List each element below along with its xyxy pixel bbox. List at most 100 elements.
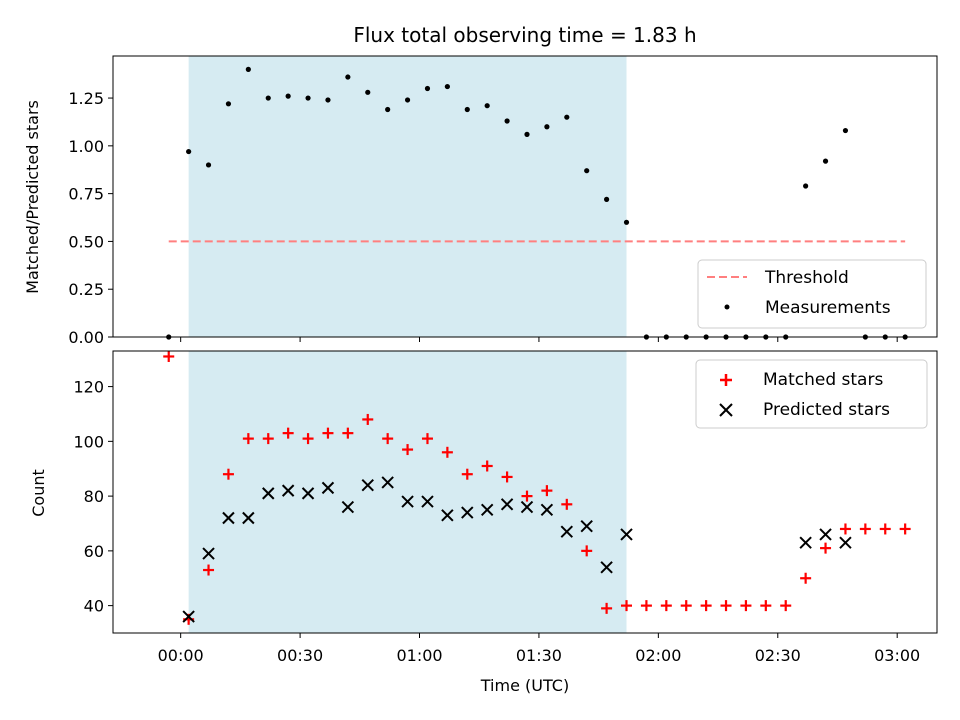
count-y-axis-label: Count: [29, 469, 48, 517]
measurement-point: [623, 219, 630, 225]
chart-title: Flux total observing time = 1.83 h: [353, 23, 696, 47]
predicted-stars-point: [202, 547, 215, 560]
predicted-stars-point: [281, 484, 295, 497]
predicted-stars-point: [441, 509, 454, 522]
ratio-y-tick-label: 0.00: [68, 328, 104, 347]
measurement-point: [484, 103, 490, 109]
matched-stars-point: [820, 542, 832, 554]
ratio-y-tick-label: 1.25: [68, 89, 104, 108]
matched-stars-point: [382, 433, 394, 445]
predicted-stars-point: [620, 528, 633, 541]
predicted-stars-point: [540, 503, 554, 517]
predicted-stars-point: [480, 503, 494, 517]
measurement-point: [524, 131, 530, 137]
measurements-legend-swatch: [724, 304, 730, 310]
matched-stars-point: [362, 413, 374, 425]
matched-stars-point: [461, 468, 473, 480]
predicted-stars-point: [819, 528, 832, 541]
measurement-point: [803, 183, 809, 189]
predicted-stars-point: [222, 511, 235, 525]
matched-stars-point: [163, 350, 175, 362]
matched-stars-point: [282, 427, 294, 439]
predicted-stars-point: [361, 478, 374, 492]
matched-stars-point: [760, 600, 772, 612]
predicted-stars-point: [301, 487, 315, 500]
measurement-point: [424, 85, 431, 92]
matched-stars-point: [242, 433, 254, 445]
predicted-stars-point: [321, 481, 335, 495]
ratio-legend-box: [697, 259, 927, 329]
matched-stars-point: [421, 433, 433, 445]
measurement-point: [285, 93, 291, 99]
x-tick-label: 00:30: [277, 646, 323, 665]
ratio-y-tick-label: 0.25: [68, 280, 104, 299]
matched-stars-point: [720, 600, 732, 612]
measurement-point: [325, 97, 331, 103]
matched-stars-point: [601, 602, 613, 614]
predicted-stars-point: [461, 506, 474, 519]
measurement-point: [564, 114, 570, 120]
matched-stars-point: [222, 468, 234, 480]
matched-stars-point: [322, 427, 334, 439]
ratio-y-axis-label: Matched/Predicted stars: [23, 100, 42, 294]
measurement-point: [365, 89, 371, 95]
predicted-stars-point: [242, 511, 255, 525]
matched-stars-point: [262, 433, 274, 445]
predicted-stars-point: [262, 487, 275, 500]
x-tick-label: 01:30: [516, 646, 562, 665]
predicted-legend-swatch: [719, 403, 733, 417]
matched-stars-point: [839, 523, 851, 535]
matched-stars-point: [441, 446, 453, 458]
x-tick-label: 00:00: [158, 646, 204, 665]
count-y-tick-label: 40: [84, 597, 104, 616]
measurement-point: [544, 124, 550, 130]
predicted-stars-point: [341, 500, 355, 514]
measurement-point: [345, 74, 351, 80]
matched-stars-point: [660, 600, 672, 612]
predicted-legend-label: Predicted stars: [763, 400, 890, 420]
matched-stars-point: [680, 600, 692, 612]
count-y-tick-label: 100: [73, 432, 104, 451]
count-legend: Matched stars Predicted stars: [695, 359, 928, 429]
measurement-point: [385, 106, 391, 113]
matched-stars-point: [203, 564, 215, 576]
x-tick-label: 01:00: [396, 646, 442, 665]
matched-stars-point: [800, 572, 812, 584]
measurement-point: [305, 95, 311, 101]
matched-stars-point: [521, 490, 533, 502]
ratio-panel-frame: [112, 55, 938, 338]
matched-stars-point: [561, 498, 573, 510]
count-panel-frame: [112, 350, 938, 634]
threshold-legend-label: Threshold: [764, 268, 849, 288]
ratio-y-tick-label: 1.00: [68, 137, 104, 156]
predicted-stars-point: [600, 561, 613, 574]
matched-stars-point: [342, 427, 354, 439]
matched-stars-point: [780, 600, 792, 612]
predicted-stars-point: [182, 610, 195, 623]
measurement-point: [205, 162, 212, 168]
matched-stars-point: [541, 485, 553, 497]
matched-stars-point: [481, 460, 493, 472]
x-axis-label: Time (UTC): [480, 676, 569, 695]
measurement-point: [584, 168, 590, 174]
count-panel: 40 60 80 100 120 00:00 00:30 01:00 01:30 02:00 02…: [29, 350, 938, 695]
ratio-observing-window: [188, 56, 627, 337]
predicted-stars-point: [839, 536, 852, 549]
count-observing-window: [188, 351, 627, 633]
matched-stars-point: [402, 444, 414, 456]
count-y-tick-label: 60: [84, 542, 104, 561]
measurement-point: [444, 83, 450, 90]
matched-stars-point: [740, 600, 752, 612]
predicted-stars-point: [560, 525, 574, 538]
ratio-panel: 0.00 0.25 0.50 0.75 1.00 1.25 Matched/Predict…: [23, 55, 938, 347]
measurement-point: [822, 158, 829, 164]
matched-stars-point: [879, 523, 891, 535]
measurement-point: [604, 196, 610, 202]
measurement-point: [265, 95, 271, 101]
matched-stars-point: [640, 600, 652, 612]
matched-legend-swatch: [720, 374, 732, 386]
predicted-stars-point: [381, 476, 394, 489]
predicted-stars-point: [421, 495, 434, 508]
measurement-point: [504, 118, 510, 124]
